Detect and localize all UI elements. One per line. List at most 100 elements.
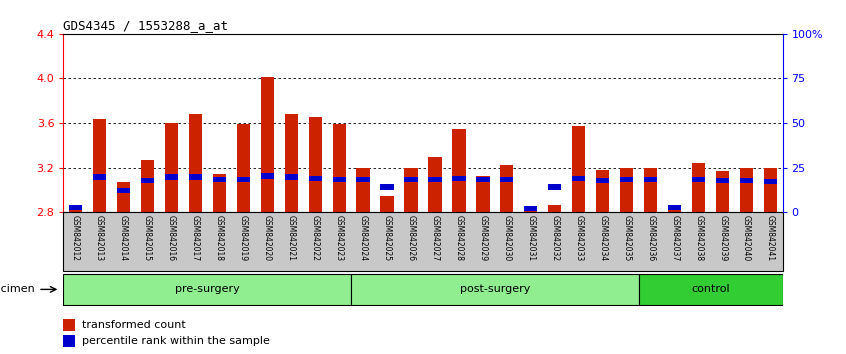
Bar xyxy=(63,335,75,347)
Text: GSM842021: GSM842021 xyxy=(287,215,295,261)
Text: percentile rank within the sample: percentile rank within the sample xyxy=(82,336,271,346)
Bar xyxy=(668,208,681,212)
Bar xyxy=(500,177,514,182)
Text: GSM842019: GSM842019 xyxy=(239,215,248,262)
Text: pre-surgery: pre-surgery xyxy=(175,284,239,295)
Bar xyxy=(356,168,370,212)
Text: GSM842029: GSM842029 xyxy=(479,215,487,262)
Text: GSM842030: GSM842030 xyxy=(503,215,511,262)
Bar xyxy=(428,177,442,182)
FancyBboxPatch shape xyxy=(63,212,783,271)
Text: GSM842014: GSM842014 xyxy=(119,215,128,262)
Bar xyxy=(309,118,321,212)
Bar xyxy=(764,179,777,184)
Text: GSM842034: GSM842034 xyxy=(598,215,607,262)
Text: GSM842040: GSM842040 xyxy=(742,215,751,262)
Bar xyxy=(69,205,82,210)
Bar xyxy=(572,176,585,181)
Bar xyxy=(381,184,393,190)
Text: GSM842018: GSM842018 xyxy=(215,215,223,261)
Bar xyxy=(668,205,681,210)
Bar xyxy=(237,177,250,182)
Bar xyxy=(644,177,657,182)
Bar xyxy=(117,182,130,212)
Bar xyxy=(93,119,106,212)
Text: post-surgery: post-surgery xyxy=(459,284,530,295)
Bar xyxy=(428,156,442,212)
Text: GSM842033: GSM842033 xyxy=(574,215,583,262)
Bar xyxy=(620,177,634,182)
Bar xyxy=(261,173,274,179)
Text: GSM842032: GSM842032 xyxy=(551,215,559,262)
Bar xyxy=(453,176,465,181)
Bar xyxy=(140,160,154,212)
Text: GSM842023: GSM842023 xyxy=(335,215,343,262)
Bar xyxy=(476,177,490,182)
Bar xyxy=(740,168,753,212)
Bar xyxy=(93,175,106,180)
Bar xyxy=(716,178,729,183)
Text: GSM842031: GSM842031 xyxy=(526,215,536,262)
Text: GSM842025: GSM842025 xyxy=(382,215,392,262)
Bar xyxy=(572,126,585,212)
Text: control: control xyxy=(691,284,730,295)
Bar xyxy=(620,168,634,212)
Bar xyxy=(212,177,226,182)
Bar xyxy=(644,168,657,212)
Bar xyxy=(548,184,562,190)
Text: GSM842039: GSM842039 xyxy=(718,215,727,262)
Bar xyxy=(404,177,418,182)
Bar xyxy=(525,210,537,212)
Bar xyxy=(140,178,154,183)
Bar xyxy=(63,319,75,331)
Text: GSM842027: GSM842027 xyxy=(431,215,439,262)
Bar xyxy=(500,165,514,212)
Bar xyxy=(764,168,777,212)
FancyBboxPatch shape xyxy=(639,274,783,304)
Bar xyxy=(117,188,130,193)
Text: GSM842024: GSM842024 xyxy=(359,215,367,262)
Text: GSM842028: GSM842028 xyxy=(454,215,464,261)
Text: GSM842013: GSM842013 xyxy=(95,215,104,262)
Text: GSM842020: GSM842020 xyxy=(263,215,272,262)
Bar xyxy=(716,171,729,212)
FancyBboxPatch shape xyxy=(63,274,351,304)
Bar xyxy=(381,196,393,212)
Text: GDS4345 / 1553288_a_at: GDS4345 / 1553288_a_at xyxy=(63,19,228,33)
Bar xyxy=(476,176,490,212)
FancyBboxPatch shape xyxy=(351,274,639,304)
Text: GSM842015: GSM842015 xyxy=(143,215,151,262)
Bar xyxy=(740,178,753,183)
Bar xyxy=(212,175,226,212)
Text: GSM842035: GSM842035 xyxy=(623,215,631,262)
Bar xyxy=(596,170,609,212)
Text: GSM842022: GSM842022 xyxy=(310,215,320,261)
Bar xyxy=(284,175,298,180)
Bar xyxy=(189,114,202,212)
Bar xyxy=(404,168,418,212)
Bar xyxy=(309,176,321,181)
Text: GSM842012: GSM842012 xyxy=(71,215,80,261)
Bar xyxy=(332,177,346,182)
Bar xyxy=(284,114,298,212)
Bar xyxy=(69,208,82,212)
Bar xyxy=(453,129,465,212)
Bar xyxy=(692,163,706,212)
Bar xyxy=(356,177,370,182)
Text: specimen: specimen xyxy=(0,284,35,295)
Text: transformed count: transformed count xyxy=(82,320,186,330)
Text: GSM842017: GSM842017 xyxy=(191,215,200,262)
Bar xyxy=(596,178,609,183)
Text: GSM842038: GSM842038 xyxy=(695,215,703,262)
Bar xyxy=(189,175,202,180)
Bar xyxy=(332,124,346,212)
Bar xyxy=(165,175,178,180)
Bar xyxy=(237,124,250,212)
Text: GSM842016: GSM842016 xyxy=(167,215,176,262)
Text: GSM842036: GSM842036 xyxy=(646,215,655,262)
Text: GSM842037: GSM842037 xyxy=(670,215,679,262)
Bar xyxy=(692,177,706,182)
Bar xyxy=(548,205,562,212)
Bar xyxy=(525,206,537,211)
Bar xyxy=(261,77,274,212)
